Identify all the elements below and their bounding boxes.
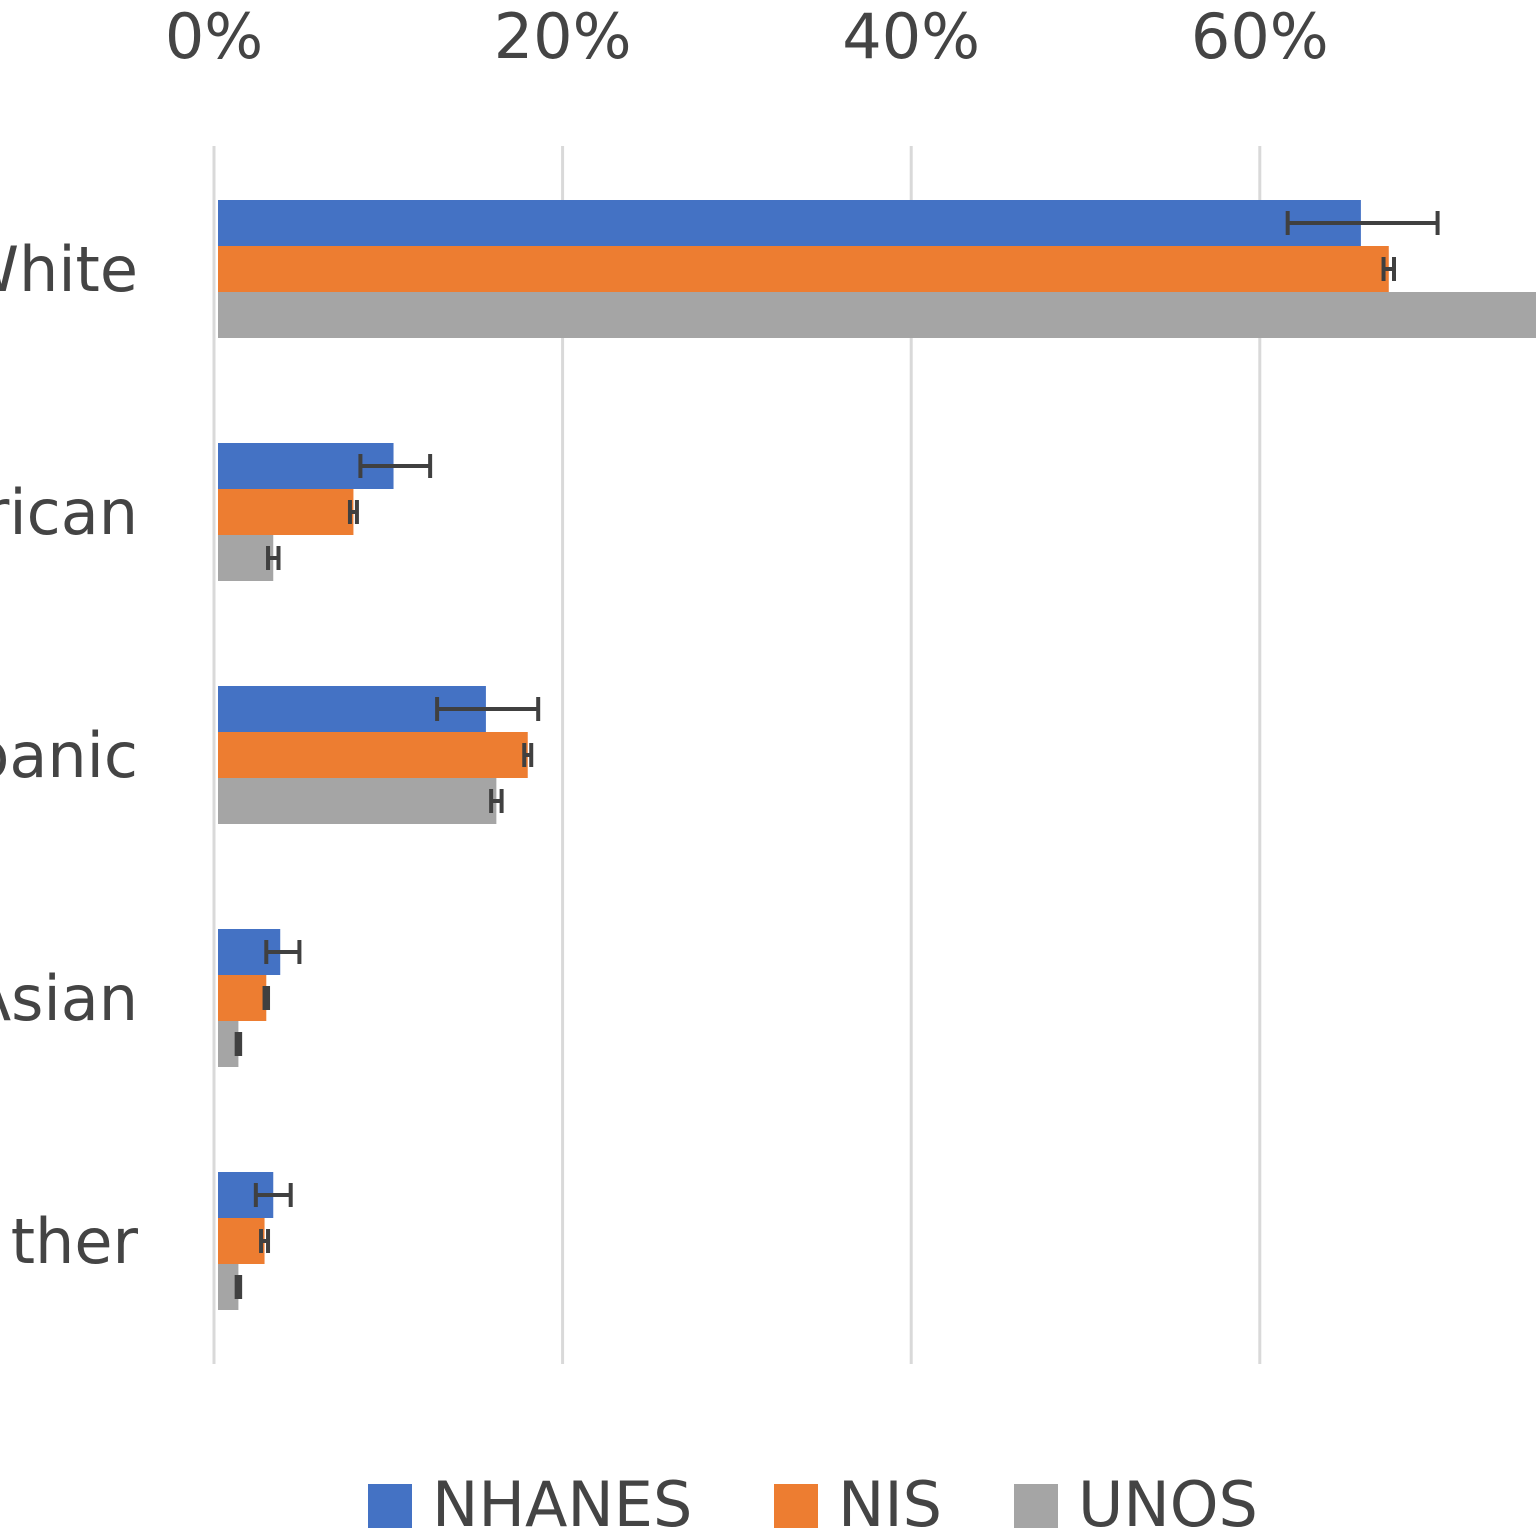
error-bar-nis-rican <box>347 500 359 524</box>
bar-unos-rican <box>218 535 274 581</box>
bar-nis-ther <box>218 1218 265 1264</box>
bar-nis-asian <box>218 975 267 1021</box>
error-bar-nhanes-asian <box>264 940 302 964</box>
error-bar-unos-rican <box>266 546 281 570</box>
category-label-rican: rican <box>0 476 138 549</box>
error-bar-nis-asian <box>262 986 271 1010</box>
category-label-ther: ther <box>11 1205 139 1278</box>
legend-swatch-unos <box>1014 1484 1058 1528</box>
x-tick-label-1: 20% <box>494 0 632 73</box>
legend-swatch-nhanes <box>368 1484 412 1528</box>
category-label-panic: panic <box>0 719 138 792</box>
error-bar-unos-panic <box>489 789 504 813</box>
legend-label-unos: UNOS <box>1078 1468 1258 1536</box>
bar-nis-white <box>218 246 1389 292</box>
error-bar-nhanes-rican <box>358 454 433 478</box>
error-bar-nis-panic <box>522 743 534 767</box>
error-bar-unos-asian <box>234 1032 243 1056</box>
x-tick-label-0: 0% <box>165 0 263 73</box>
error-bar-nhanes-white <box>1285 211 1440 235</box>
error-bar-nhanes-ther <box>253 1183 293 1207</box>
bar-unos-white <box>218 292 1536 338</box>
bar-unos-ther <box>218 1264 239 1310</box>
bar-nis-rican <box>218 489 354 535</box>
error-bar-nis-ther <box>259 1229 271 1253</box>
error-bar-nis-white <box>1381 257 1397 281</box>
category-label-asian: Asian <box>0 962 138 1035</box>
legend-label-nis: NIS <box>838 1468 942 1536</box>
bar-unos-panic <box>218 778 497 824</box>
bar-nhanes-white <box>218 200 1361 246</box>
category-label-white: White <box>0 233 138 306</box>
legend-label-nhanes: NHANES <box>432 1468 692 1536</box>
error-bar-unos-ther <box>234 1275 243 1299</box>
error-bar-nhanes-panic <box>435 697 541 721</box>
x-tick-label-3: 60% <box>1191 0 1329 73</box>
legend-swatch-nis <box>774 1484 818 1528</box>
bar-nis-panic <box>218 732 528 778</box>
x-tick-label-2: 40% <box>842 0 980 73</box>
bar-unos-asian <box>218 1021 239 1067</box>
